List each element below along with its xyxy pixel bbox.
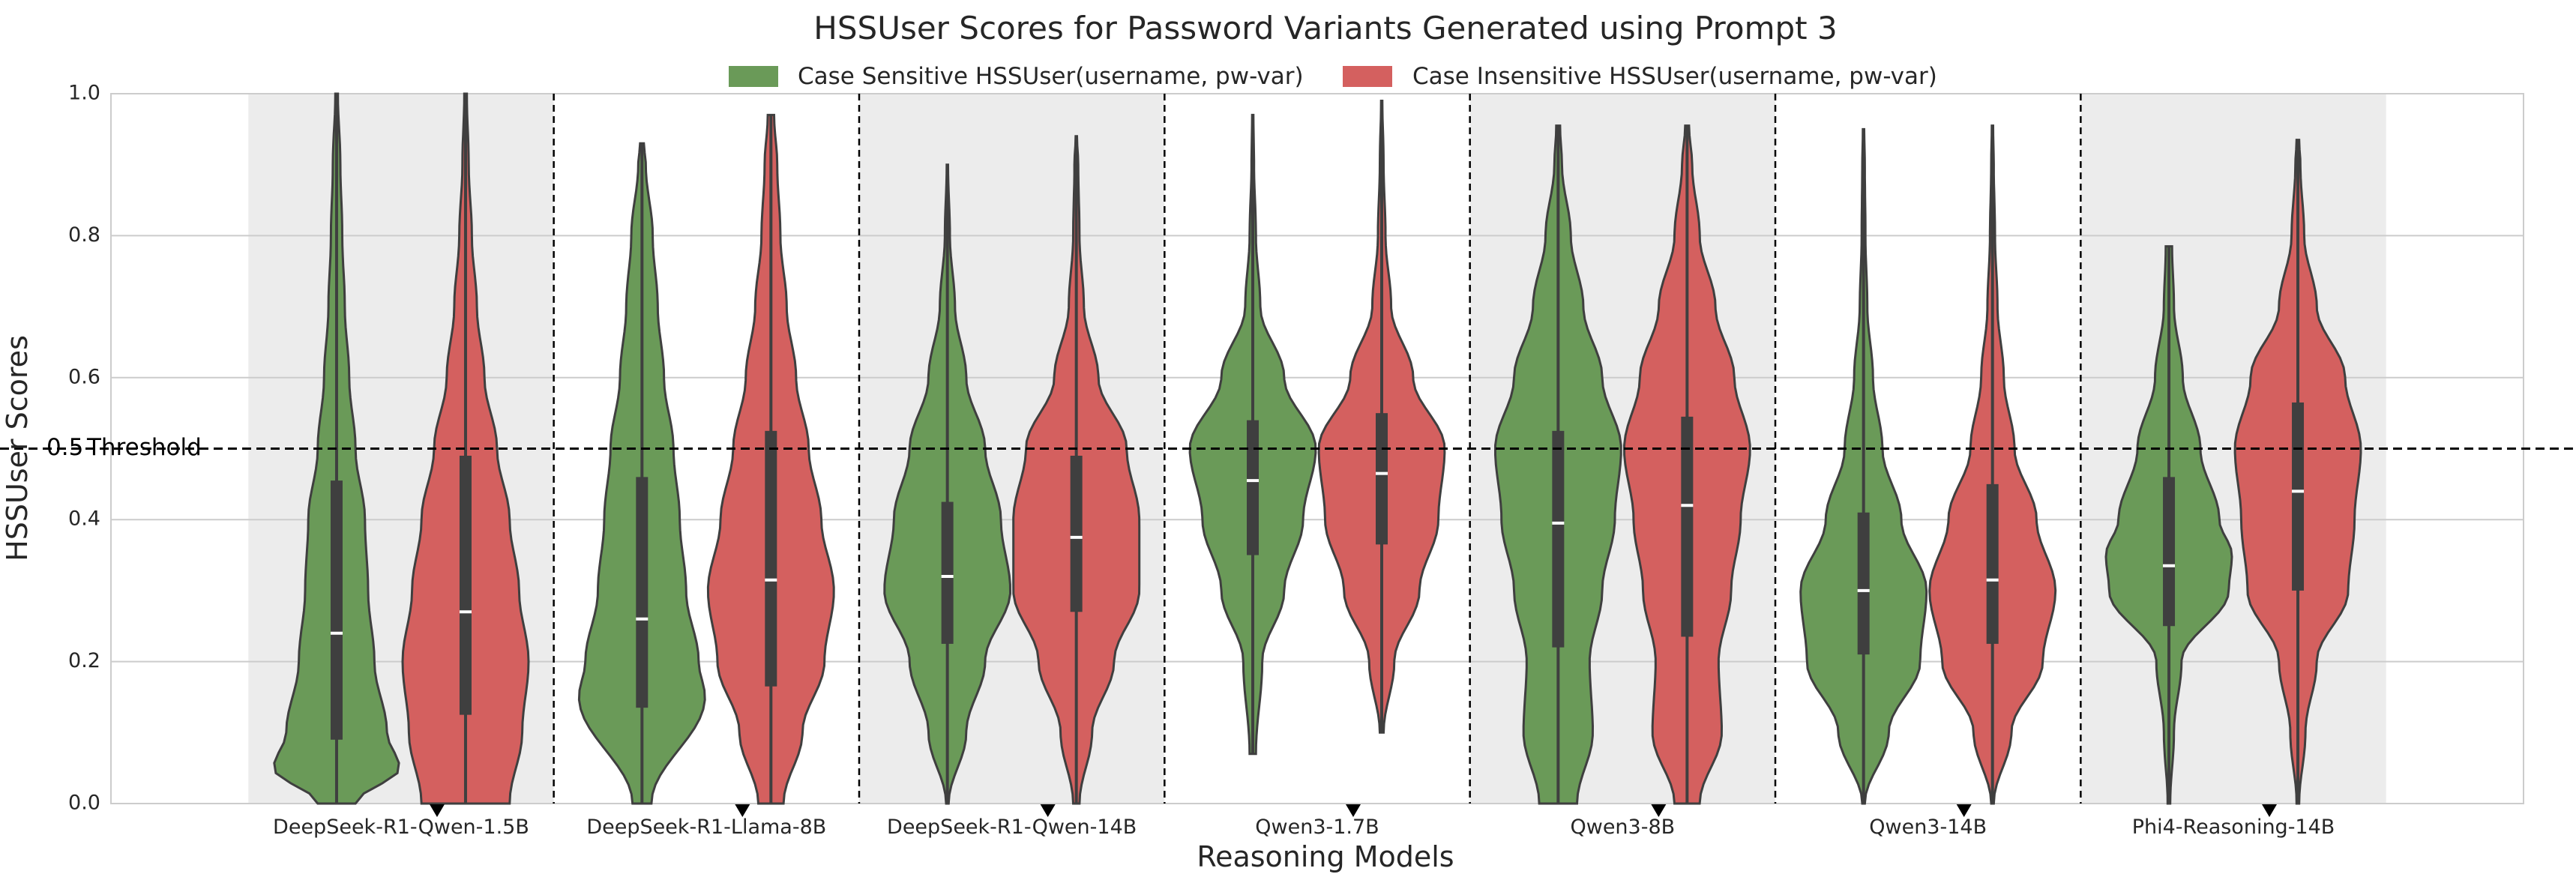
legend-label-case-insensitive: Case Insensitive HSSUser(username, pw-va…	[1412, 63, 1937, 90]
violin-iqr-box	[1986, 483, 1999, 644]
y-axis-label: HSSUser Scores	[1, 335, 34, 561]
threshold-label: Threshold	[86, 434, 202, 461]
x-tick-label: DeepSeek-R1-Llama-8B	[586, 816, 826, 839]
x-tick-label: Qwen3-1.7B	[1255, 816, 1379, 839]
category-marker	[1956, 804, 1972, 817]
y-tick-label: 0.4	[68, 507, 100, 531]
y-tick-label: 1.0	[68, 82, 100, 105]
legend-label-case-sensitive: Case Sensitive HSSUser(username, pw-var)	[798, 63, 1304, 90]
violin-iqr-box	[765, 430, 777, 687]
y-tick-label: 0.0	[68, 792, 100, 815]
category-marker	[1651, 804, 1667, 817]
y-tick-label: 0.8	[68, 223, 100, 247]
legend-swatch-case-insensitive	[1343, 66, 1392, 87]
violin-iqr-box	[330, 480, 343, 740]
category-marker	[735, 804, 750, 817]
legend-swatch-case-sensitive	[729, 66, 778, 87]
violins	[273, 92, 2362, 805]
violin-iqr-box	[459, 455, 472, 715]
category-marker	[1346, 804, 1361, 817]
chart-title: HSSUser Scores for Password Variants Gen…	[813, 10, 1837, 46]
violin-iqr-box	[2163, 477, 2176, 627]
category-marker	[429, 804, 445, 817]
violin-iqr-box	[1070, 455, 1083, 612]
violin-iqr-box	[1681, 416, 1694, 637]
violin-iqr-box	[1552, 430, 1565, 648]
x-axis-label: Reasoning Models	[1197, 840, 1454, 873]
violin-iqr-box	[636, 477, 648, 708]
x-tick-label: DeepSeek-R1-Qwen-1.5B	[273, 816, 529, 839]
x-tick-label: Phi4-Reasoning-14B	[2132, 816, 2335, 839]
violin-iqr-box	[1376, 413, 1388, 545]
x-tick-labels: DeepSeek-R1-Qwen-1.5B DeepSeek-R1-Llama-8…	[273, 816, 2335, 839]
y-tick-label: 0.6	[68, 365, 100, 388]
violin-iqr-box	[1857, 512, 1870, 655]
x-tick-label: DeepSeek-R1-Qwen-14B	[887, 816, 1137, 839]
violin-iqr-box	[1247, 420, 1259, 555]
threshold-tick-label: 0.5	[46, 434, 83, 461]
legend: Case Sensitive HSSUser(username, pw-var)…	[729, 63, 1937, 90]
violin-iqr-box	[2292, 402, 2305, 591]
x-tick-label: Qwen3-14B	[1869, 816, 1987, 839]
y-tick-label: 0.2	[68, 649, 100, 672]
x-tick-label: Qwen3-8B	[1570, 816, 1675, 839]
category-markers	[429, 804, 2278, 817]
y-tick-labels: 0.0 0.2 0.4 0.6 0.8 1.0	[68, 82, 100, 815]
category-marker	[2262, 804, 2278, 817]
violin-iqr-box	[941, 501, 954, 644]
category-marker	[1040, 804, 1056, 817]
